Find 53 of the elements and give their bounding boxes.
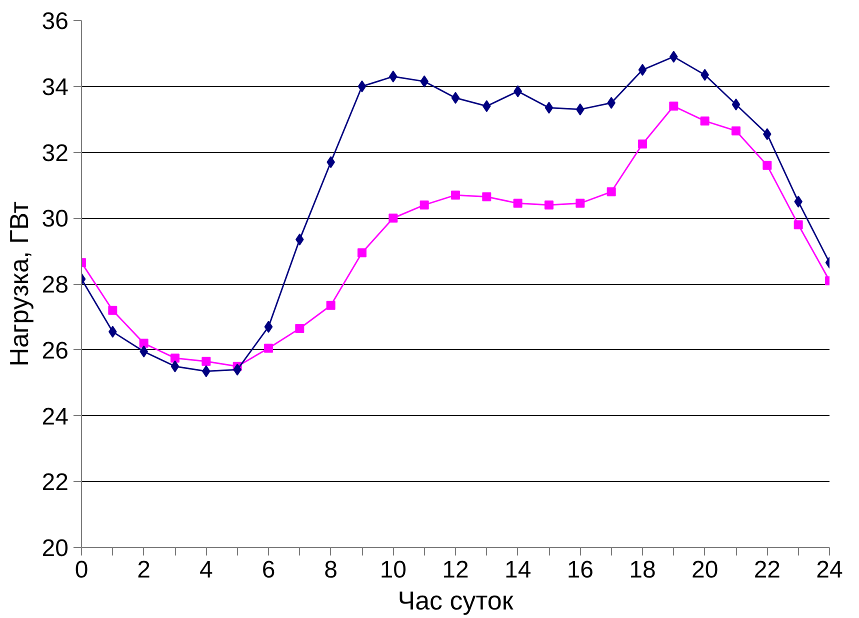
point bbox=[669, 102, 678, 111]
point bbox=[420, 200, 429, 210]
point bbox=[202, 356, 211, 366]
x-tick-label: 24 bbox=[816, 556, 843, 584]
y-tick-label: 34 bbox=[42, 74, 69, 101]
x-tick-label: 22 bbox=[754, 556, 781, 584]
point bbox=[544, 102, 554, 114]
point bbox=[638, 140, 647, 149]
point bbox=[732, 98, 740, 110]
point bbox=[295, 324, 304, 333]
point bbox=[264, 344, 273, 353]
point bbox=[513, 198, 522, 208]
point bbox=[264, 320, 273, 333]
point bbox=[170, 360, 180, 372]
point bbox=[326, 300, 336, 310]
point bbox=[139, 338, 148, 348]
point bbox=[108, 306, 118, 315]
x-tick-label: 0 bbox=[74, 556, 88, 584]
point bbox=[606, 187, 616, 196]
x-tick-label: 18 bbox=[629, 556, 656, 584]
x-axis-title: Час суток bbox=[398, 586, 514, 616]
y-tick-label: 26 bbox=[42, 337, 69, 364]
point bbox=[358, 80, 366, 92]
point bbox=[170, 354, 180, 363]
y-tick-label: 20 bbox=[42, 535, 69, 562]
point bbox=[794, 220, 803, 230]
point bbox=[638, 64, 647, 76]
x-tick-label: 14 bbox=[504, 556, 532, 584]
y-tick-label: 22 bbox=[42, 469, 69, 496]
y-tick-label: 28 bbox=[42, 272, 69, 298]
point bbox=[762, 160, 772, 170]
point bbox=[576, 198, 585, 208]
x-tick-label: 20 bbox=[691, 556, 718, 584]
y-tick-label: 32 bbox=[42, 140, 69, 167]
x-tick-label: 16 bbox=[566, 556, 594, 584]
x-tick-label: 8 bbox=[324, 556, 338, 584]
y-tick-label: 30 bbox=[42, 206, 69, 233]
point bbox=[700, 116, 710, 126]
point bbox=[732, 126, 740, 136]
y-tick-label: 24 bbox=[42, 403, 69, 430]
x-tick-label: 2 bbox=[137, 556, 151, 584]
x-tick-label: 6 bbox=[262, 556, 276, 584]
point bbox=[544, 200, 554, 210]
x-tick-label: 4 bbox=[199, 556, 213, 584]
point bbox=[451, 92, 460, 104]
point bbox=[482, 192, 492, 202]
y-tick-label: 36 bbox=[42, 8, 69, 35]
point bbox=[451, 190, 460, 200]
x-tick-label: 12 bbox=[442, 556, 469, 584]
y-axis-title: Нагрузка, ГВт bbox=[4, 201, 34, 367]
x-tick-label: 10 bbox=[380, 556, 407, 584]
point bbox=[388, 214, 398, 223]
point bbox=[358, 248, 366, 258]
